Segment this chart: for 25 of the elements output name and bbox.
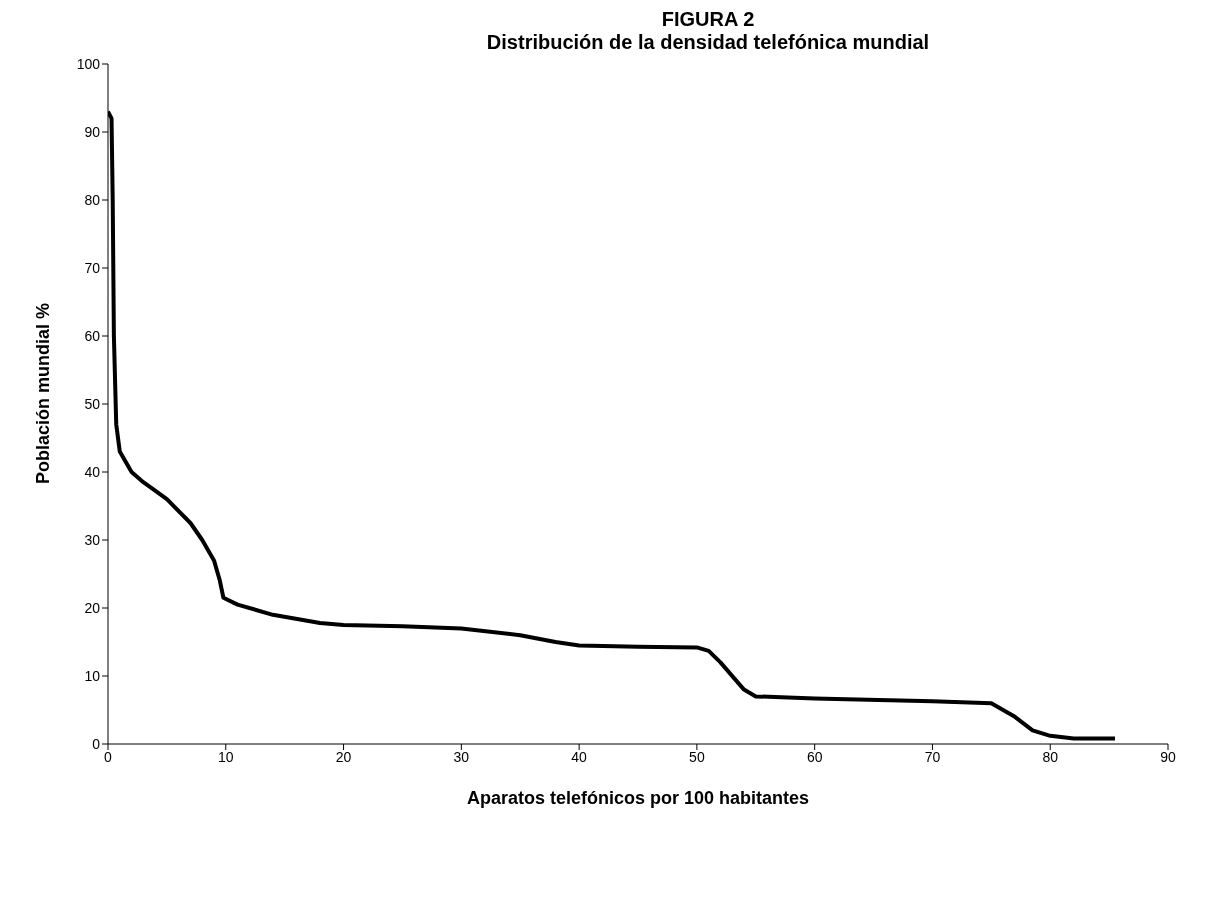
x-tick-label: 30 [453,748,470,765]
y-tick-label: 50 [84,395,101,412]
y-tick-label: 40 [84,463,101,480]
x-tick-label: 20 [335,748,352,765]
x-tick-label: 60 [806,748,823,765]
x-tick-label: 70 [924,748,941,765]
x-tick-label: 80 [1042,748,1059,765]
x-tick-label: 40 [571,748,588,765]
y-tick-label: 0 [92,735,101,752]
y-tick-label: 70 [84,259,101,276]
chart-title: FIGURA 2 [660,8,756,31]
y-tick-label: 90 [84,123,101,140]
y-tick-label: 10 [84,667,101,684]
x-tick-label: 50 [689,748,705,765]
y-tick-label: 30 [84,531,101,548]
x-tick-label: 10 [217,748,234,765]
x-tick-label: 90 [1160,748,1176,765]
y-tick-label: 100 [76,55,101,72]
x-axis-title: Aparatos telefónicos por 100 habitantes [466,788,810,808]
y-axis-title: Población mundial % [33,302,54,484]
y-tick-label: 20 [84,599,101,616]
y-tick-label: 80 [84,191,101,208]
x-tick-label: 0 [104,748,113,765]
chart-subtitle: Distribución de la densidad telefónica mundial [485,31,931,54]
y-tick-label: 60 [84,327,101,344]
